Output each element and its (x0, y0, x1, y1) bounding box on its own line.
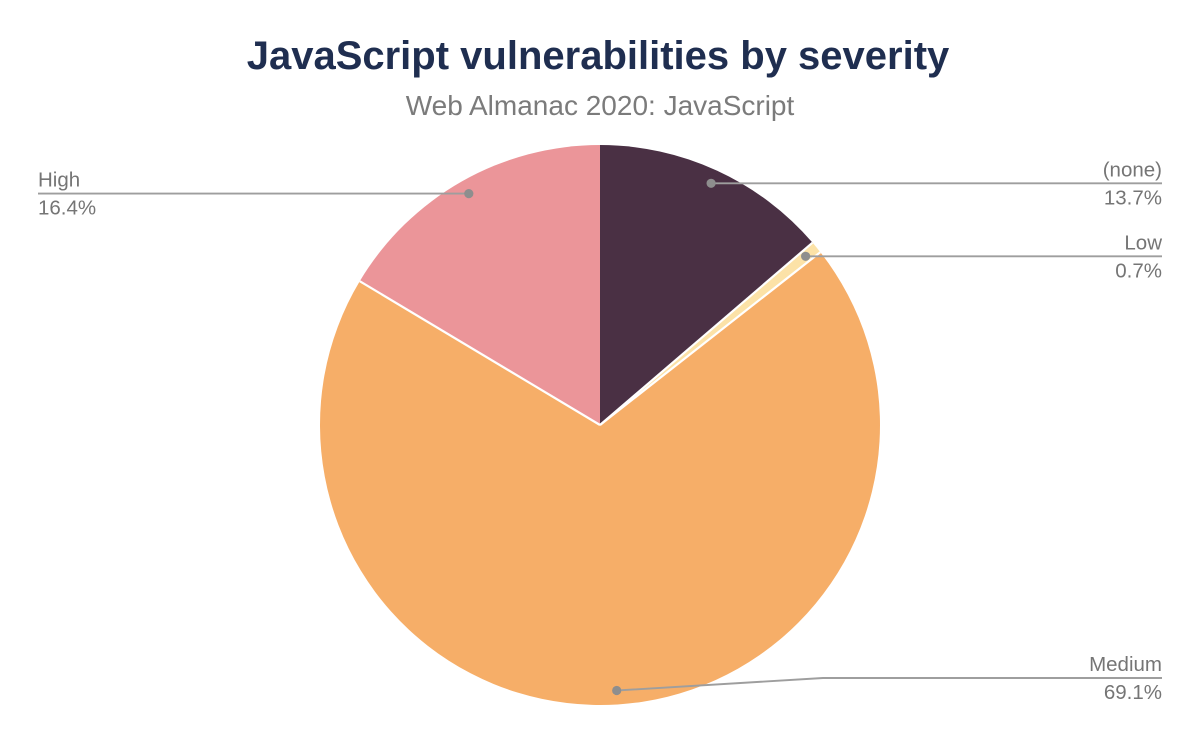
pie-slice-none[interactable] (600, 145, 813, 425)
slice-value-medium: 69.1% (1104, 681, 1162, 704)
slice-label-medium: Medium (1089, 653, 1162, 676)
callout-leader-line (616, 677, 1162, 692)
slice-value-low: 0.7% (1115, 259, 1162, 282)
pie-slices (319, 144, 880, 705)
pie-slice-medium[interactable] (319, 252, 880, 705)
callout-medium: Medium 69.1% (612, 653, 1162, 704)
slice-separators (359, 241, 821, 426)
slice-label-low: Low (1124, 231, 1162, 254)
slice-separator-line (359, 280, 601, 426)
pie-slice-high[interactable] (359, 144, 600, 425)
chart-title: JavaScript vulnerabilities by severity (247, 34, 950, 78)
callout-dot-icon (706, 178, 716, 188)
slice-value-none: 13.7% (1104, 186, 1162, 209)
slice-separator-line (599, 241, 814, 426)
callout-dot-icon (464, 189, 474, 199)
chart-subtitle: Web Almanac 2020: JavaScript (406, 90, 795, 121)
slice-label-high: High (38, 169, 80, 192)
slice-separator-line (599, 251, 821, 426)
slice-value-high: 16.4% (38, 197, 96, 220)
callout-high: High 16.4% (37, 169, 474, 220)
callout-dot-icon (801, 251, 811, 261)
callout-dot-icon (612, 685, 622, 696)
callout-low: Low 0.7% (801, 231, 1162, 282)
callout-none: (none) 13.7% (706, 158, 1163, 209)
pie-slice-low[interactable] (600, 242, 821, 425)
slice-callouts: (none) 13.7% Low 0.7% Medium 69.1% High 16.4% (37, 158, 1163, 704)
slice-label-none: (none) (1103, 158, 1162, 181)
